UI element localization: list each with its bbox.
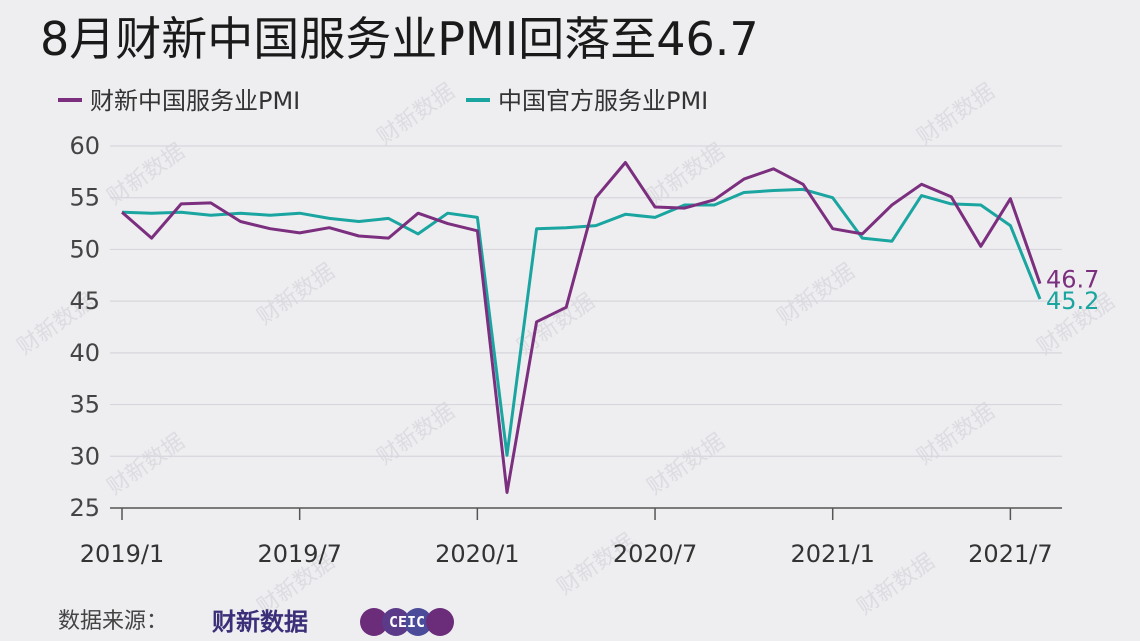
watermark-text: 财新数据 <box>913 399 999 470</box>
legend-label-official: 中国官方服务业PMI <box>498 87 708 115</box>
end-label-caixin: 46.7 <box>1046 266 1099 294</box>
x-axis: 2019/1 2019/7 2020/1 2020/7 2021/1 2021/7 <box>80 508 1053 568</box>
ceic-logo-text: CEIC <box>389 613 425 631</box>
end-label-official: 45.2 <box>1046 287 1099 315</box>
watermark-text: 财新数据 <box>643 429 729 500</box>
legend-item-official: 中国官方服务业PMI <box>466 87 708 115</box>
x-tick-label-2021/7: 2021/7 <box>968 540 1052 568</box>
y-tick-label-55: 55 <box>69 184 100 212</box>
footer: 数据来源： 财新数据 CEIC <box>58 608 454 636</box>
watermark-text: 财新数据 <box>373 79 459 150</box>
series-layer <box>121 161 1042 494</box>
caixin-logo: 财新数据 <box>212 608 308 636</box>
y-tick-label-40: 40 <box>69 339 100 367</box>
y-tick-label-45: 45 <box>69 287 100 315</box>
y-tick-label-50: 50 <box>69 235 100 263</box>
ceic-logo: CEIC <box>360 608 454 636</box>
y-tick-label-35: 35 <box>69 391 100 419</box>
x-tick-label-2019/7: 2019/7 <box>257 540 341 568</box>
watermark-text: 财新数据 <box>773 259 859 330</box>
y-tick-label-30: 30 <box>69 442 100 470</box>
y-tick-label-25: 25 <box>69 494 100 522</box>
x-tick-label-2021/1: 2021/1 <box>790 540 874 568</box>
watermark-text: 财新数据 <box>253 259 339 330</box>
watermark-text: 财新数据 <box>103 429 189 500</box>
watermark-text: 财新数据 <box>103 139 189 210</box>
gridlines <box>110 145 1062 457</box>
series-line-official <box>121 187 1042 457</box>
x-tick-label-2020/7: 2020/7 <box>613 540 697 568</box>
end-labels: 46.745.2 <box>1046 266 1099 316</box>
series-line-caixin <box>121 161 1042 494</box>
watermark-text: 财新数据 <box>373 399 459 470</box>
legend: 财新中国服务业PMI 中国官方服务业PMI <box>58 87 708 115</box>
x-tick-label-2020/1: 2020/1 <box>435 540 519 568</box>
y-tick-label-60: 60 <box>69 132 100 160</box>
legend-item-caixin: 财新中国服务业PMI <box>58 87 300 115</box>
y-axis: 25 30 35 40 45 50 55 60 <box>69 132 100 522</box>
x-tick-label-2019/1: 2019/1 <box>80 540 164 568</box>
legend-label-caixin: 财新中国服务业PMI <box>90 87 300 115</box>
watermark-text: 财新数据 <box>913 79 999 150</box>
source-label: 数据来源： <box>58 609 168 634</box>
chart-title: 8月财新中国服务业PMI回落至46.7 <box>40 12 759 66</box>
